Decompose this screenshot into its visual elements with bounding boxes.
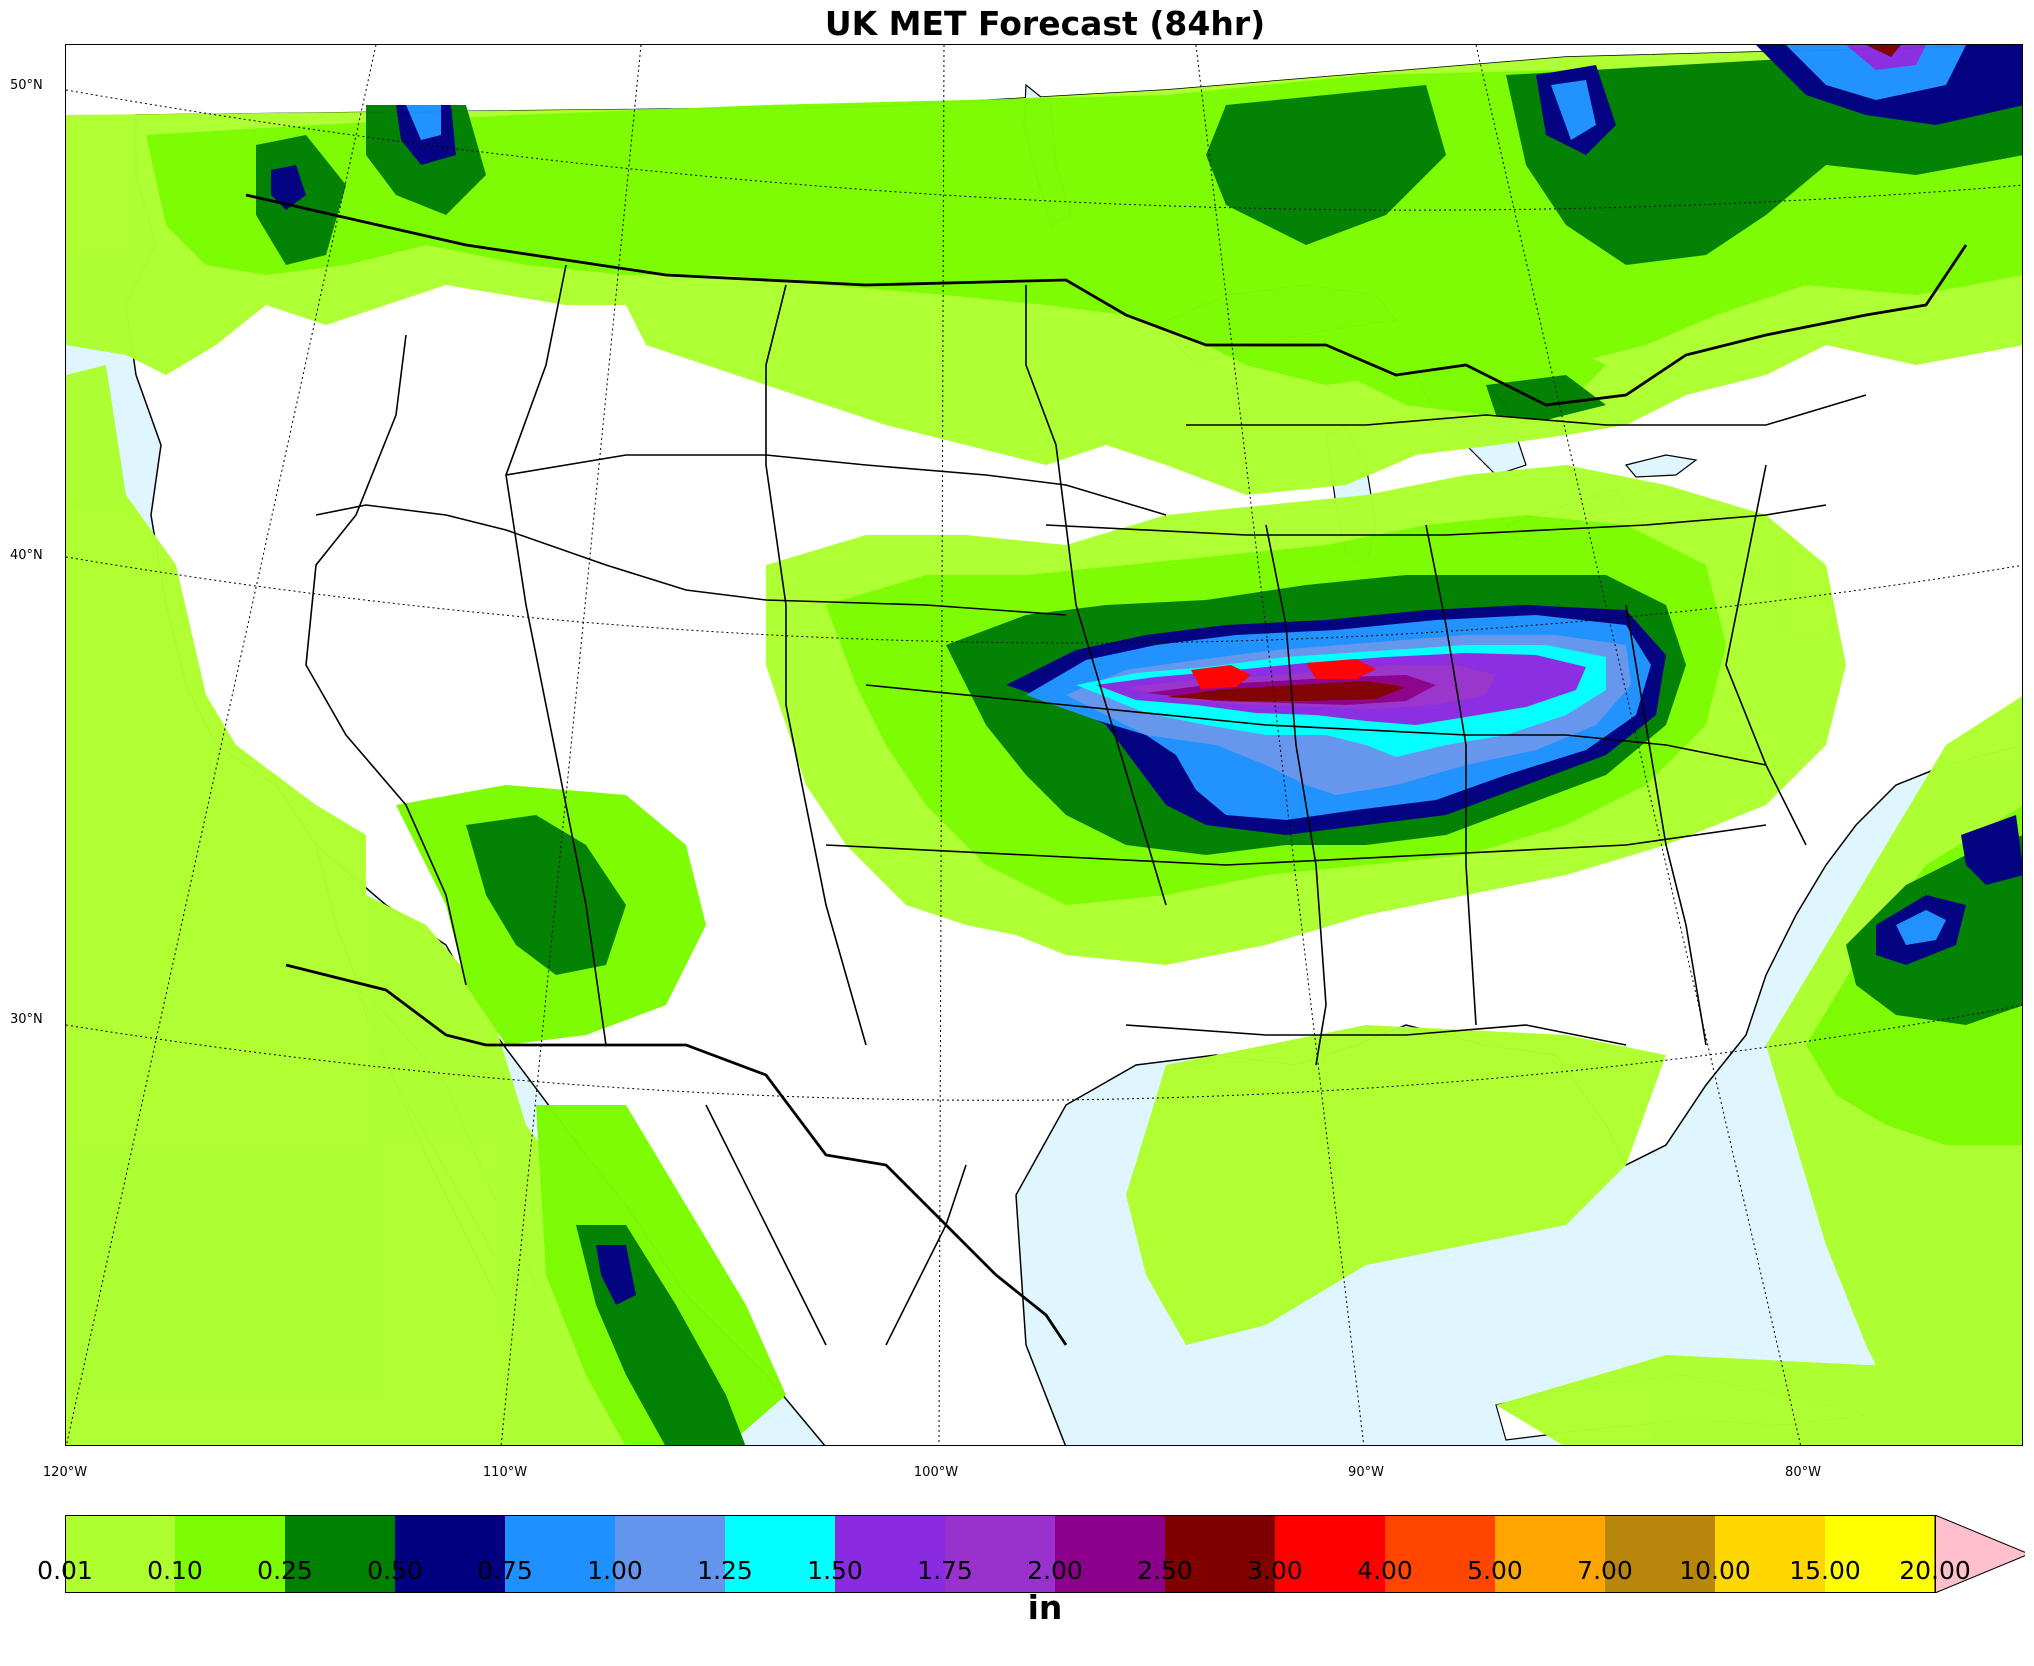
- colorbar-swatch: [1715, 1515, 1825, 1593]
- lon-label-90w: 90°W: [1348, 1465, 1384, 1480]
- colorbar-tick-label: 2.50: [1137, 1556, 1193, 1585]
- colorbar-swatch: [1605, 1515, 1715, 1593]
- colorbar-swatch: [1275, 1515, 1385, 1593]
- precip-100-atlantic: [1896, 910, 1946, 945]
- parallel-30n: [66, 1004, 2022, 1101]
- colorbar-swatch: [1495, 1515, 1605, 1593]
- colorbar-swatch: [285, 1515, 395, 1593]
- meridian-90w: [1195, 45, 1365, 1445]
- precip-100-ont2: [1551, 80, 1596, 140]
- colorbar-tick-label: 0.10: [147, 1556, 203, 1585]
- precip-050-sw: [466, 815, 626, 975]
- colorbar-tick-label: 15.00: [1789, 1556, 1861, 1585]
- precip-400-central-a: [1191, 665, 1251, 689]
- parallel-50n: [66, 89, 2022, 211]
- colorbar-tick-label: 1.75: [917, 1556, 973, 1585]
- colorbar-swatch: [1165, 1515, 1275, 1593]
- lat-label-30n: 30°N: [10, 1012, 43, 1027]
- colorbar-tick-label: 4.00: [1357, 1556, 1413, 1585]
- us-mexico-border: [285, 963, 1068, 1346]
- colorbar-tick-label: 1.50: [807, 1556, 863, 1585]
- political-borders: [245, 193, 1968, 1346]
- colorbar-swatch: [1055, 1515, 1165, 1593]
- colorbar-swatch: [835, 1515, 945, 1593]
- map-title: UK MET Forecast (84hr): [824, 4, 1266, 43]
- precip-010-gulf: [1126, 1025, 1666, 1345]
- precip-contours: [66, 45, 2022, 1445]
- colorbar-tick-label: 10.00: [1679, 1556, 1751, 1585]
- precip-050-pnw: [256, 135, 346, 265]
- graticule: [66, 45, 2022, 1445]
- precip-075-pnw: [271, 165, 306, 210]
- colorbar-tick-label: 1.25: [697, 1556, 753, 1585]
- precip-300-central: [1166, 681, 1406, 701]
- precip-400-central-b: [1306, 659, 1376, 679]
- colorbar-swatch: [175, 1515, 285, 1593]
- parallel-40n: [66, 556, 2022, 644]
- lon-label-110w: 110°W: [482, 1465, 528, 1480]
- precip-075-mexico: [596, 1245, 636, 1305]
- colorbar-tick-label: 2.00: [1027, 1556, 1083, 1585]
- lon-label-120w: 120°W: [42, 1465, 88, 1480]
- meridian-120w: [66, 45, 377, 1445]
- precip-300-quebec: [1866, 45, 1901, 57]
- colorbar-swatch: [395, 1515, 505, 1593]
- colorbar-tick-label: 3.00: [1247, 1556, 1303, 1585]
- colorbar-tick-label: 5.00: [1467, 1556, 1523, 1585]
- lon-label-100w: 100°W: [913, 1465, 959, 1480]
- colorbar-tick-label: 0.75: [477, 1556, 533, 1585]
- no-data-region: [66, 45, 2022, 115]
- colorbar-tick-label: 0.50: [367, 1556, 423, 1585]
- precip-010-ocean: [126, 1205, 276, 1295]
- precip-075-atlantic-2: [1961, 815, 2022, 885]
- colorbar-unit-label: in: [1027, 1588, 1063, 1627]
- colorbar-tick-label: 1.00: [587, 1556, 643, 1585]
- precip-050-ne: [1486, 375, 1606, 420]
- precip-map: [66, 45, 2022, 1445]
- precip-010-cuba: [1496, 1355, 2022, 1445]
- precip-050-ontario: [1206, 85, 1446, 245]
- colorbar-swatch: [1825, 1515, 1935, 1593]
- lon-label-80w: 80°W: [1785, 1465, 1821, 1480]
- precip-100-quebec: [1786, 45, 1966, 100]
- precip-025-mexico: [536, 1105, 786, 1445]
- precip-150-quebec: [1846, 45, 1926, 70]
- precip-100-mt: [406, 105, 441, 140]
- precip-010-west: [66, 365, 686, 1445]
- colorbar-tick-label: 0.01: [37, 1556, 93, 1585]
- colorbar: [65, 1515, 2025, 1593]
- lat-label-40n: 40°N: [10, 548, 43, 563]
- colorbar-swatch: [945, 1515, 1055, 1593]
- meridian-100w: [938, 45, 945, 1445]
- colorbar-swatch: [725, 1515, 835, 1593]
- colorbar-tick-label: 0.25: [257, 1556, 313, 1585]
- us-canada-border: [245, 193, 1968, 407]
- colorbar-swatch: [615, 1515, 725, 1593]
- colorbar-swatch: [505, 1515, 615, 1593]
- colorbar-swatch: [65, 1515, 175, 1593]
- colorbar-tick-label: 20.00: [1899, 1556, 1971, 1585]
- lat-label-50n: 50°N: [10, 78, 43, 93]
- colorbar-outline: [65, 1515, 1936, 1593]
- colorbar-swatch: [1385, 1515, 1495, 1593]
- lake-ontario: [1624, 454, 1698, 478]
- colorbar-tick-label: 7.00: [1577, 1556, 1633, 1585]
- map-panel[interactable]: [65, 44, 2023, 1446]
